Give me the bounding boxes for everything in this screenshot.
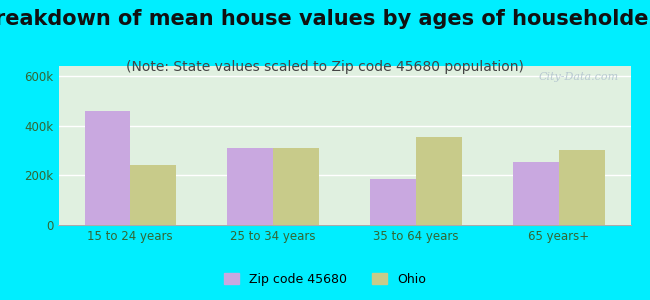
Bar — [513, 162, 559, 225]
Bar — [227, 148, 273, 225]
Bar — [84, 111, 130, 225]
Text: (Note: State values scaled to Zip code 45680 population): (Note: State values scaled to Zip code 4… — [126, 60, 524, 74]
Text: City-Data.com: City-Data.com — [539, 72, 619, 82]
Legend: Zip code 45680, Ohio: Zip code 45680, Ohio — [219, 268, 431, 291]
Bar — [559, 151, 604, 225]
Bar — [416, 137, 462, 225]
Text: Breakdown of mean house values by ages of householders: Breakdown of mean house values by ages o… — [0, 9, 650, 29]
Bar — [130, 165, 176, 225]
Bar — [273, 148, 318, 225]
Bar — [370, 179, 416, 225]
